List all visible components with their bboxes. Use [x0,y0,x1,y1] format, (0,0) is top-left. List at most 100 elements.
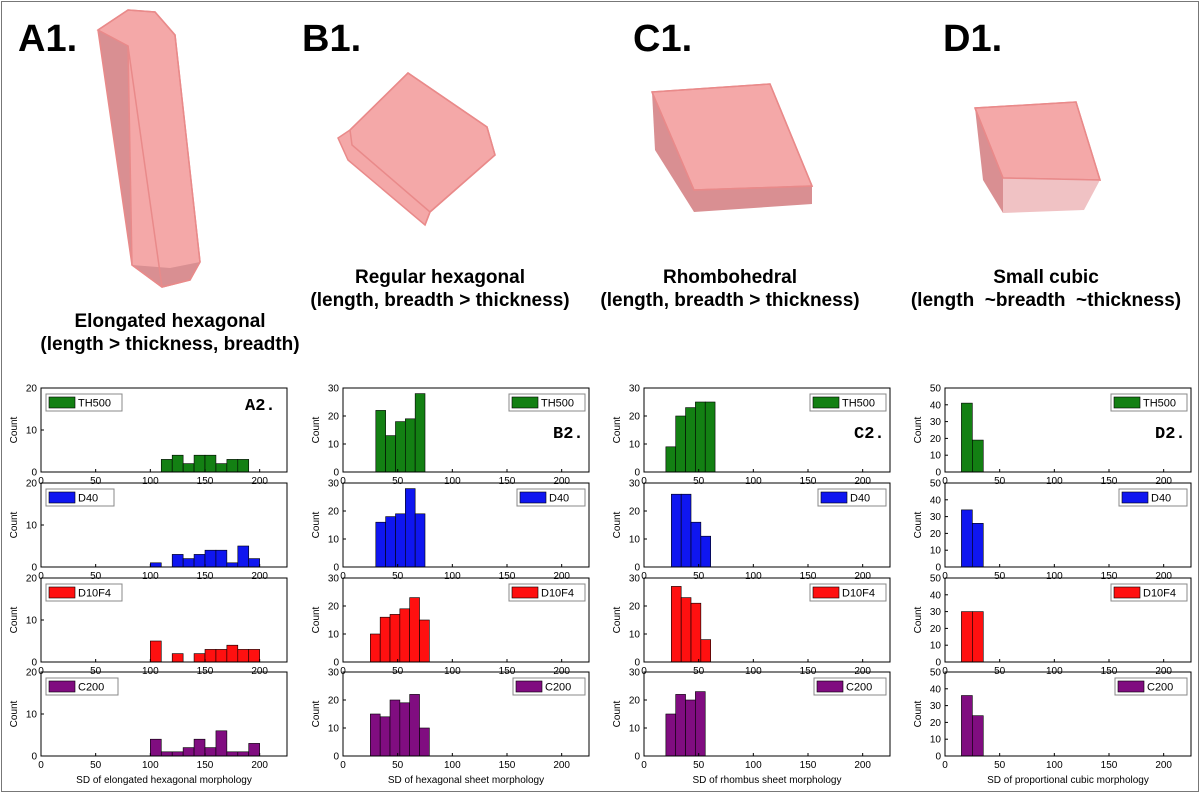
y-tick-label: 20 [26,574,38,585]
y-tick-label: 0 [935,563,941,574]
y-tick-label: 0 [333,468,339,479]
histogram-bar [961,695,973,757]
x-axis-label: SD of hexagonal sheet morphology [388,775,544,786]
histogram-bar [171,751,184,757]
histogram-bar [237,459,250,473]
legend-swatch [519,491,547,504]
x-tick-label: 150 [197,571,214,582]
histogram-b2-c200: 0 10 20 30 0 50 100 150 200 Count C200 [311,668,590,771]
y-tick-label: 20 [629,507,641,518]
morphology-dims-b: (length, breadth > thickness) [310,290,570,311]
histogram-bar [399,702,410,757]
y-tick-label: 10 [629,440,641,451]
histogram-bar [237,649,250,663]
morphology-dims-d: (length ~breadth ~thickness) [910,290,1182,311]
x-tick-label: 200 [854,760,871,771]
plot-frame [342,482,590,568]
panel-label-b1: B1. [302,18,362,60]
histogram-bar [370,713,381,757]
legend-swatch [1113,396,1141,409]
y-axis-label: Count [612,511,623,538]
histogram-bar [395,421,406,473]
histogram-bar [193,454,206,473]
x-tick-label: 200 [854,476,871,487]
y-axis-label: Count [311,416,322,443]
y-axis-label: Count [311,511,322,538]
y-tick-label: 0 [634,752,640,763]
histogram-bar [409,597,420,663]
histogram-bar [385,435,396,473]
y-tick-label: 0 [31,468,37,479]
histogram-bar [972,523,984,568]
y-tick-label: 10 [629,535,641,546]
histogram-bar [237,545,250,568]
legend-swatch [48,491,76,504]
morphology-name-c: Rhombohedral [662,267,798,288]
x-tick-label: 50 [90,476,102,487]
histogram-bar [690,521,702,568]
x-tick-label: 50 [392,571,404,582]
x-tick-label: 100 [444,571,461,582]
small-cubic-crystal [973,101,1102,213]
histogram-bar [704,401,716,473]
histogram-d2-c200: 0 10 20 30 40 50 0 50 100 150 200 Count C200 [913,668,1192,771]
y-tick-label: 40 [930,684,942,695]
y-tick-label: 20 [930,624,942,635]
y-tick-label: 10 [328,630,340,641]
histogram-bar [405,418,416,473]
histogram-bar [409,694,420,757]
y-tick-label: 30 [629,668,641,679]
histogram-bar [171,454,184,473]
legend-label: TH500 [78,398,111,410]
y-tick-label: 30 [629,384,641,395]
y-tick-label: 20 [629,412,641,423]
histogram-bar [193,554,206,568]
histogram-bar [237,751,250,757]
histogram-bar [182,747,195,757]
x-tick-label: 0 [38,476,44,487]
x-tick-label: 200 [1155,476,1172,487]
y-tick-label: 10 [328,535,340,546]
y-axis-label: Count [612,700,623,727]
x-tick-label: 200 [251,571,268,582]
histogram-bar [961,611,973,663]
histogram-bar [389,699,401,757]
histogram-bar [399,608,410,663]
histogram-bar [150,562,162,568]
x-tick-label: 100 [1046,571,1063,582]
histogram-bar [680,597,692,663]
x-tick-label: 100 [1046,476,1063,487]
x-tick-label: 150 [800,476,817,487]
histogram-bar [215,549,228,568]
plot-frame [643,671,891,757]
y-tick-label: 40 [930,590,942,601]
x-tick-label: 50 [693,571,705,582]
x-tick-label: 150 [800,760,817,771]
y-tick-label: 40 [930,495,942,506]
histogram-bar [695,401,706,473]
histogram-bar [248,558,260,568]
y-tick-label: 30 [930,417,942,428]
morphology-name-a: Elongated hexagonal [74,311,266,332]
x-tick-label: 150 [1101,571,1118,582]
y-axis-label: Count [913,700,924,727]
legend-label: C200 [545,682,571,694]
y-tick-label: 50 [930,479,942,490]
x-tick-label: 0 [942,571,948,582]
histogram-bar [685,699,696,757]
histogram-bar [972,715,984,757]
x-tick-label: 100 [444,476,461,487]
plot-frame [643,387,891,473]
y-tick-label: 0 [333,658,339,669]
x-tick-label: 100 [142,571,159,582]
plot-frame [643,577,891,663]
histogram-bar [685,407,696,473]
histogram-bar [248,649,260,663]
y-axis-label: Count [9,606,20,633]
histogram-bar [193,738,206,757]
histogram-a2-d10f4: 01020050100150200CountD10F4 [9,574,288,677]
histogram-c2-c200: 0 10 20 30 0 50 100 150 200 Count C200 [612,668,891,771]
